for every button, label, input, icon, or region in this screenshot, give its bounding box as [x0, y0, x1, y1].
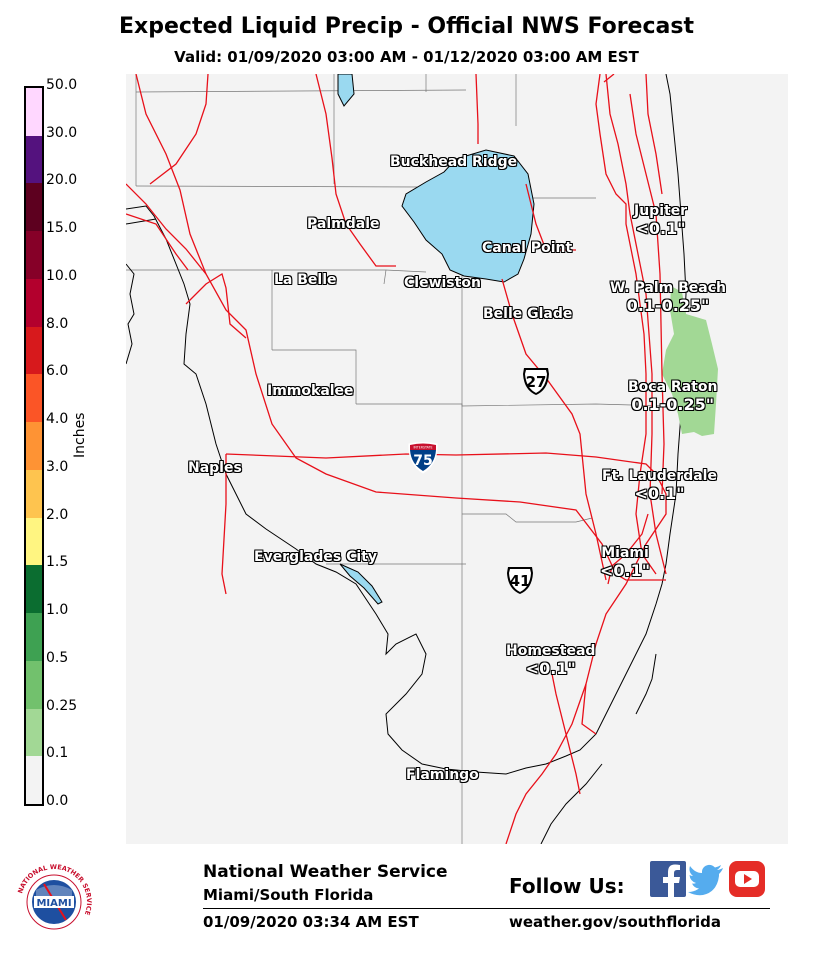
legend-swatch [26, 326, 42, 375]
precip-area-palm-beach [662, 286, 718, 436]
legend-swatch [26, 183, 42, 232]
city-canal-point: Canal Point [482, 240, 573, 256]
coastline [126, 74, 687, 844]
legend-tick-label: 2.0 [46, 506, 69, 523]
forecast-jupiter: Jupiter <0.1" [634, 203, 688, 238]
follow-us-label: Follow Us: [509, 874, 625, 898]
legend-axis-label: Inches [72, 412, 88, 458]
svg-text:75: 75 [413, 453, 432, 469]
nws-logo: NATIONAL WEATHER SERVICE MIAMI [16, 863, 93, 930]
legend-tick-label: 6.0 [46, 363, 69, 380]
atlantic-ocean [546, 74, 788, 844]
precip-map: Buckhead Ridge Palmdale Canal Point La B… [126, 74, 788, 844]
legend-swatch [26, 517, 42, 566]
legend-tick-label: 50.0 [46, 77, 78, 93]
legend-tick-label: 10.0 [46, 267, 78, 284]
facebook-icon[interactable] [650, 861, 686, 897]
city-clewiston: Clewiston [404, 275, 481, 291]
legend-swatch [26, 660, 42, 709]
legend-tick-label: 8.0 [46, 315, 69, 332]
footer-divider [203, 908, 770, 909]
lake-okeechobee [401, 149, 535, 283]
map-graphics [126, 74, 788, 844]
office-name: Miami/South Florida [203, 886, 374, 904]
county-lines [126, 74, 667, 844]
legend-swatch [26, 135, 42, 184]
legend-swatch [26, 88, 42, 136]
svg-text:MIAMI: MIAMI [36, 898, 71, 909]
city-immokalee: Immokalee [267, 383, 354, 399]
lake-istokpoga [337, 74, 355, 107]
twitter-icon[interactable] [688, 861, 724, 897]
svg-text:INTERSTATE: INTERSTATE [413, 446, 432, 450]
city-palmdale: Palmdale [307, 216, 380, 232]
legend-swatch [26, 565, 42, 614]
legend-swatch [26, 278, 42, 327]
forecast-miami: Miami <0.1" [600, 545, 651, 580]
city-everglades-city: Everglades City [254, 549, 377, 565]
issued-time: 01/09/2020 03:34 AM EST [203, 913, 419, 931]
legend-swatch [26, 374, 42, 423]
forecast-boca-raton: Boca Raton 0.1-0.25" [628, 379, 718, 414]
svg-text:41: 41 [510, 572, 531, 590]
legend-tick-label: 3.0 [46, 458, 69, 475]
us41-shield: 41 [507, 567, 533, 594]
legend-tick-label: 0.25 [46, 697, 78, 714]
legend-swatch [26, 422, 42, 470]
lake-trafford [339, 563, 383, 605]
city-flamingo: Flamingo [406, 767, 479, 783]
legend-swatch [26, 613, 42, 661]
forecast-homestead: Homestead <0.1" [506, 643, 596, 678]
website-link[interactable]: weather.gov/southflorida [509, 913, 722, 931]
legend-tick-label: 20.0 [46, 172, 78, 189]
legend-swatch [26, 708, 42, 757]
org-name: National Weather Service [203, 862, 448, 882]
legend-tick-label: 30.0 [46, 124, 78, 141]
legend-tick-label: 4.0 [46, 411, 69, 428]
legend-swatch [26, 469, 42, 518]
legend-tick-label: 15.0 [46, 220, 78, 237]
roads [126, 74, 667, 844]
chart-title: Expected Liquid Precip - Official NWS Fo… [119, 14, 694, 39]
valid-time: Valid: 01/09/2020 03:00 AM - 01/12/2020 … [174, 48, 639, 66]
legend-tick-label: 0.5 [46, 649, 69, 666]
svg-text:27: 27 [526, 373, 547, 391]
i75-shield: INTERSTATE 75 [408, 442, 438, 474]
city-la-belle: La Belle [274, 272, 337, 288]
legend-tick-label: 1.5 [46, 554, 69, 571]
city-buckhead-ridge: Buckhead Ridge [390, 154, 518, 170]
legend-swatch [26, 231, 42, 279]
youtube-icon[interactable] [729, 861, 765, 897]
legend-tick-label: 1.0 [46, 602, 69, 619]
city-naples: Naples [188, 460, 242, 476]
legend-tick-label: 0.1 [46, 745, 69, 762]
legend-tick-label: 0.0 [46, 793, 69, 809]
us27-shield: 27 [523, 368, 549, 395]
color-legend [24, 86, 44, 806]
forecast-ft-lauderdale: Ft. Lauderdale <0.1" [602, 468, 717, 503]
city-belle-glade: Belle Glade [483, 306, 573, 322]
legend-swatch [26, 756, 42, 804]
forecast-west-palm-beach: W. Palm Beach 0.1-0.25" [610, 280, 726, 315]
